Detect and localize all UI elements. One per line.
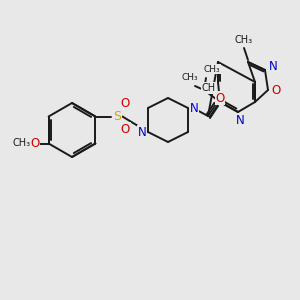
Text: CH₃: CH₃: [13, 139, 31, 148]
Text: O: O: [30, 137, 39, 150]
Text: S: S: [113, 110, 122, 123]
Text: O: O: [121, 97, 130, 110]
Text: N: N: [236, 113, 244, 127]
Text: O: O: [272, 83, 280, 97]
Text: CH₃: CH₃: [182, 73, 198, 82]
Text: O: O: [121, 123, 130, 136]
Text: O: O: [215, 92, 225, 104]
Text: CH: CH: [202, 83, 216, 93]
Text: CH₃: CH₃: [204, 64, 220, 74]
Text: N: N: [138, 125, 146, 139]
Text: N: N: [190, 101, 198, 115]
Text: N: N: [268, 61, 278, 74]
Text: CH₃: CH₃: [235, 35, 253, 45]
